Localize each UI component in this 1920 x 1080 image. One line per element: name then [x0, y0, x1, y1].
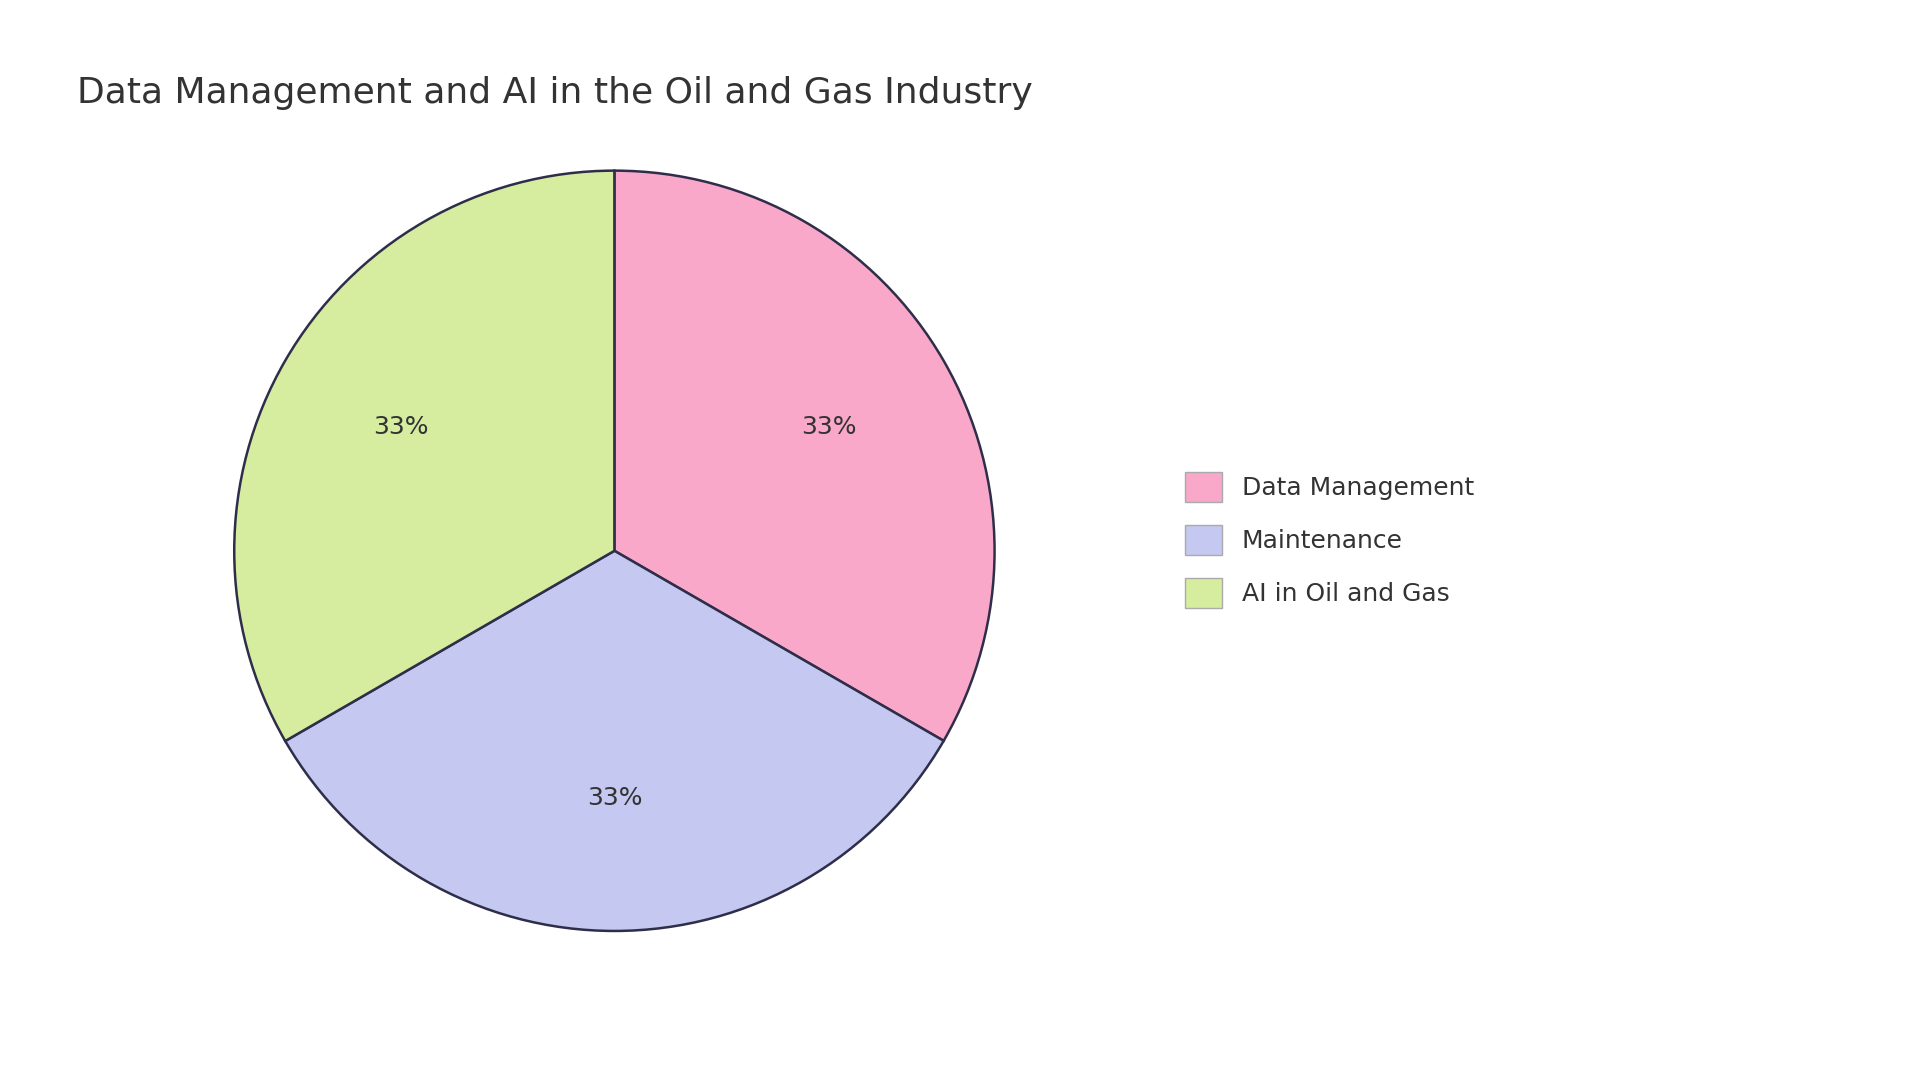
Legend: Data Management, Maintenance, AI in Oil and Gas: Data Management, Maintenance, AI in Oil …	[1165, 451, 1494, 629]
Text: 33%: 33%	[801, 415, 856, 440]
Text: 33%: 33%	[372, 416, 428, 440]
Wedge shape	[234, 171, 614, 741]
Wedge shape	[286, 551, 943, 931]
Text: Data Management and AI in the Oil and Gas Industry: Data Management and AI in the Oil and Ga…	[77, 76, 1033, 109]
Wedge shape	[614, 171, 995, 741]
Text: 33%: 33%	[588, 786, 641, 810]
